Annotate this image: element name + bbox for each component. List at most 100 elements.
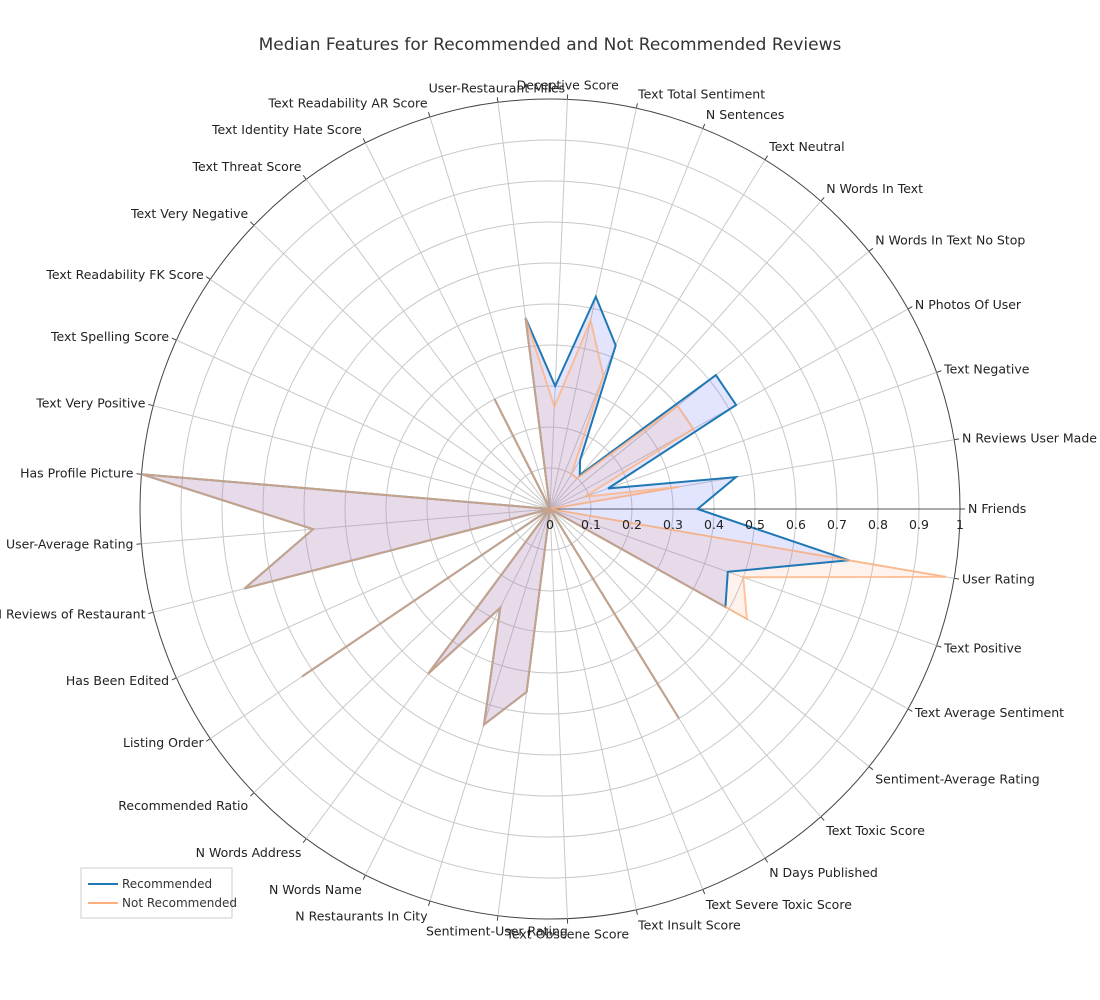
angular-tick	[148, 611, 154, 615]
spoke-line	[549, 371, 937, 510]
angular-tick	[171, 677, 177, 681]
spoke-line	[549, 159, 766, 510]
angular-axis-labels: N Friends User Rating Text Positive Text Av…	[0, 77, 1097, 941]
spoke-line	[549, 128, 704, 510]
axis-label: Text Spelling Score	[50, 329, 169, 344]
spoke-line	[429, 508, 551, 902]
spoke-line	[549, 508, 704, 890]
series-fill-not-recommended	[141, 317, 946, 725]
axis-label: Deceptive Score	[517, 77, 620, 92]
axis-label: Sentiment-Average Rating	[875, 772, 1039, 787]
axis-label: N Days Published	[769, 865, 878, 880]
axis-label: Listing Order	[123, 735, 205, 750]
spoke-line	[176, 339, 551, 510]
angular-tick	[868, 766, 874, 771]
spoke-line	[253, 508, 551, 794]
axis-label: Text Very Positive	[35, 396, 146, 411]
angular-tick	[171, 337, 177, 341]
axis-label: N Words In Text No Stop	[875, 232, 1025, 247]
axis-label: Recommended Ratio	[118, 798, 248, 813]
axis-label: Text Insult Score	[637, 918, 741, 933]
axis-label: N Restaurants In City	[295, 909, 428, 924]
angular-tick	[907, 708, 913, 712]
axis-label: Text Readability FK Score	[45, 267, 204, 282]
axis-label: N Photos Of User	[915, 297, 1022, 312]
angular-tick	[936, 370, 942, 373]
axis-label: N Words In Text	[826, 181, 923, 196]
spoke-line	[549, 508, 637, 910]
angular-tick	[362, 138, 366, 144]
spoke-line	[210, 278, 551, 510]
radial-tick-label: 0.4	[704, 517, 724, 532]
angular-tick	[250, 792, 255, 797]
axis-label: Has Profile Picture	[20, 466, 134, 481]
spoke-line	[549, 508, 822, 818]
axis-label: Text Negative	[943, 362, 1030, 377]
axis-label: User-Restaurant Miles	[429, 80, 566, 95]
axis-label: Text Total Sentiment	[637, 86, 765, 101]
angular-tick	[302, 838, 307, 843]
spoke-line	[549, 108, 637, 510]
series-fill-recommended	[141, 296, 849, 725]
angular-tick	[702, 889, 706, 895]
radial-tick-label: 0.2	[622, 517, 642, 532]
angular-tick	[702, 123, 706, 129]
legend-label-not-recommended[interactable]: Not Recommended	[122, 896, 237, 910]
axis-label: Has Been Edited	[66, 673, 169, 688]
spoke-line	[549, 508, 870, 767]
angular-tick	[205, 738, 211, 742]
radial-tick-label: 0	[546, 517, 554, 532]
angular-tick	[764, 857, 769, 863]
angular-tick	[954, 438, 960, 441]
axis-label: N Reviews User Made	[962, 430, 1097, 445]
legend-label-recommended[interactable]: Recommended	[122, 877, 212, 891]
radial-tick-label: 0.7	[827, 517, 847, 532]
angular-tick	[496, 97, 499, 103]
angular-tick	[820, 197, 825, 202]
spoke-line	[141, 508, 551, 545]
axis-label: User-Average Rating	[6, 536, 134, 551]
axis-label: Text Average Sentiment	[914, 705, 1064, 720]
radial-tick-label: 0.6	[786, 517, 806, 532]
axis-label: Text Threat Score	[191, 159, 301, 174]
radial-tick-label: 0.8	[868, 517, 888, 532]
series-layer	[141, 294, 947, 727]
angular-tick	[868, 247, 874, 252]
angular-tick	[428, 112, 431, 118]
radial-tick-label: 0.9	[909, 517, 929, 532]
angular-tick	[635, 103, 638, 109]
axis-label: Text Toxic Score	[825, 823, 925, 838]
axis-label: Sentiment-User Rating	[426, 924, 568, 939]
axis-label: User Rating	[962, 572, 1035, 587]
angular-tick	[148, 403, 154, 407]
legend-box	[80, 867, 233, 919]
angular-tick	[362, 874, 366, 880]
angular-tick	[936, 645, 942, 648]
radial-tick-label: 0.3	[663, 517, 683, 532]
angular-tick	[250, 221, 255, 226]
spoke-line	[253, 224, 551, 510]
spoke-line	[364, 508, 551, 876]
angular-tick	[205, 276, 211, 280]
axis-label: Text Very Negative	[130, 206, 248, 221]
axis-label: N Sentences	[706, 107, 784, 122]
angular-tick	[954, 577, 960, 580]
spoke-line	[176, 508, 551, 679]
axis-label: N Words Name	[269, 882, 362, 897]
radial-tick-label: 0.5	[745, 517, 765, 532]
spoke-line	[153, 405, 551, 510]
axis-label: N Reviews of Restaurant	[0, 606, 146, 621]
spoke-line	[549, 200, 822, 510]
angular-tick	[428, 900, 431, 906]
series-line-not-recommended[interactable]	[141, 317, 947, 727]
radial-tick-label: 0.1	[581, 517, 601, 532]
axis-label: N Words Address	[196, 845, 302, 860]
angular-tick	[635, 909, 638, 915]
radial-tick-labels: 0 0.1 0.2 0.3 0.4 0.5 0.6 0.7 0.8 0.9 1	[546, 517, 964, 532]
radial-tick-label: 1	[956, 517, 964, 532]
legend[interactable]: Recommended Not Recommended	[80, 867, 237, 919]
axis-label: N Friends	[968, 501, 1026, 516]
axis-label: Text Severe Toxic Score	[705, 897, 852, 912]
spoke-line	[549, 99, 568, 510]
